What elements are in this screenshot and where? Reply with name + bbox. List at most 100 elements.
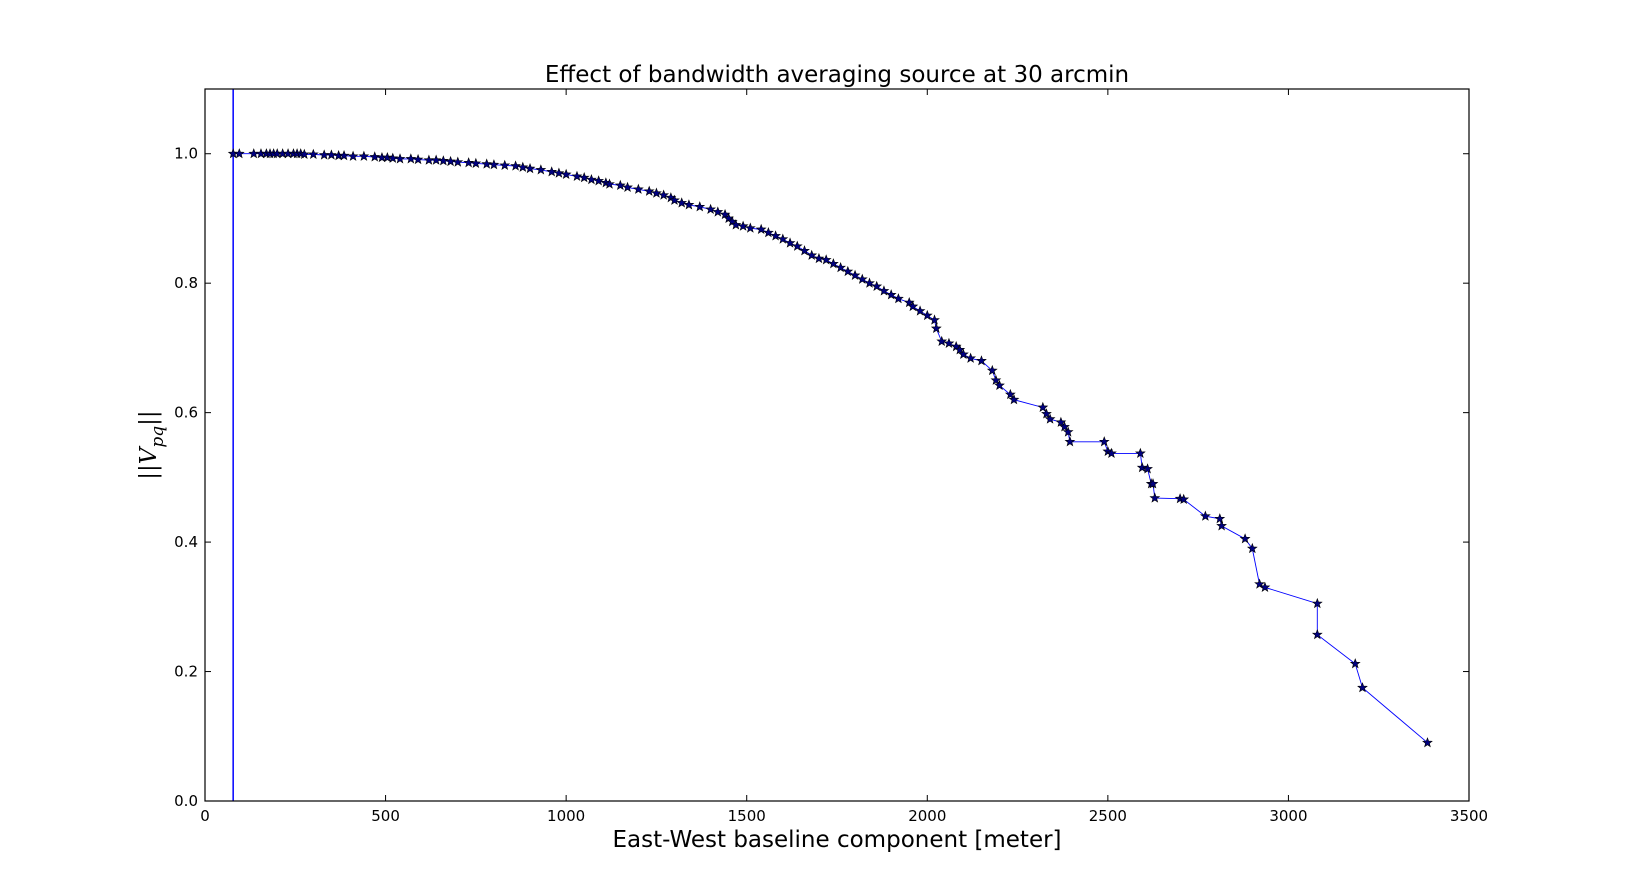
- data-point: [381, 151, 393, 163]
- data-point: [976, 355, 987, 366]
- data-point: [445, 155, 456, 167]
- plot-area: [227, 89, 1433, 801]
- data-point: [669, 194, 680, 205]
- data-point: [1178, 493, 1190, 504]
- data-point: [1044, 413, 1056, 424]
- data-point: [903, 296, 915, 308]
- data-point: [849, 269, 861, 280]
- data-point: [893, 293, 904, 304]
- data-point: [737, 220, 749, 231]
- data-point: [553, 167, 565, 178]
- data-point: [524, 162, 536, 174]
- data-point: [878, 285, 890, 296]
- data-point: [744, 222, 756, 233]
- data-point: [452, 156, 464, 167]
- data-point: [643, 185, 655, 196]
- data-point: [651, 187, 662, 198]
- data-point: [488, 159, 500, 170]
- data-point: [694, 201, 706, 212]
- data-point: [1142, 463, 1153, 474]
- data-point: [705, 203, 716, 214]
- data-point: [994, 379, 1005, 391]
- data-point: [784, 237, 796, 248]
- data-point: [578, 172, 590, 183]
- y-tick-label: 0.2: [174, 663, 198, 681]
- data-point: [719, 208, 731, 220]
- data-point: [930, 322, 942, 334]
- data-point: [298, 148, 310, 159]
- data-point: [806, 249, 818, 260]
- y-tick-label: 0.6: [174, 404, 198, 422]
- data-point: [1349, 658, 1361, 669]
- x-axis-label: East-West baseline component [meter]: [612, 827, 1061, 853]
- data-point: [470, 157, 482, 169]
- data-point: [921, 309, 933, 321]
- data-point: [593, 175, 605, 186]
- data-point: [683, 199, 695, 210]
- data-point: [535, 164, 547, 175]
- data-point: [1199, 510, 1211, 521]
- data-point: [954, 344, 966, 355]
- data-point: [658, 189, 670, 200]
- data-point: [437, 155, 449, 166]
- data-point: [1055, 416, 1067, 427]
- data-point: [885, 289, 897, 300]
- y-tick-label: 0.8: [174, 274, 198, 292]
- data-point: [856, 273, 868, 284]
- data-point: [943, 337, 955, 348]
- x-tick-label: 1000: [547, 807, 585, 825]
- axes-frame: [204, 88, 1470, 802]
- data-point: [1311, 628, 1323, 640]
- data-point: [1037, 401, 1049, 413]
- data-point: [1311, 597, 1323, 609]
- data-point: [1357, 682, 1368, 693]
- data-point: [1136, 461, 1148, 473]
- data-point: [676, 197, 688, 208]
- data-point: [1239, 533, 1251, 544]
- data-point: [560, 168, 572, 180]
- data-point: [907, 300, 919, 312]
- data-point: [604, 178, 615, 189]
- data-point: [1098, 436, 1110, 447]
- x-tick-label: 1500: [728, 807, 766, 825]
- data-point: [1041, 408, 1052, 419]
- data-point: [510, 160, 521, 171]
- data-point: [499, 159, 511, 170]
- chart-title: Effect of bandwidth averaging source at …: [545, 62, 1129, 88]
- data-point: [936, 335, 948, 347]
- y-tick-label: 0.4: [174, 533, 198, 551]
- y-axis-label: ||Vpq||: [136, 410, 168, 479]
- axis-ticks: 0 500 1000 1500 2000 2500 3000 3500 0.0 0.2 0.4 0.6…: [174, 89, 1488, 825]
- data-point: [820, 254, 832, 265]
- data-point: [614, 179, 626, 191]
- data-point: [791, 240, 803, 251]
- data-point: [1064, 436, 1076, 447]
- data-point: [1259, 581, 1271, 592]
- data-point: [770, 230, 781, 241]
- data-point: [1004, 388, 1016, 400]
- x-tick-label: 3500: [1450, 807, 1488, 825]
- data-point: [1422, 737, 1433, 748]
- x-tick-label: 500: [371, 807, 400, 825]
- data-point: [990, 374, 1002, 385]
- data-point: [958, 348, 969, 359]
- data-point: [1059, 421, 1070, 432]
- data-point: [1216, 520, 1227, 531]
- data-point: [405, 153, 417, 164]
- y-tick-label: 1.0: [174, 145, 198, 163]
- data-point: [1062, 426, 1074, 437]
- x-tick-label: 2000: [908, 807, 946, 825]
- data-point: [517, 161, 529, 172]
- data-point: [914, 305, 926, 316]
- data-point: [1246, 542, 1258, 554]
- data-point: [1214, 513, 1226, 524]
- data-point: [777, 233, 789, 244]
- data-point: [1106, 447, 1117, 458]
- data-point: [326, 149, 337, 160]
- data-point: [430, 154, 442, 165]
- data-point: [1149, 492, 1161, 503]
- data-point: [864, 277, 875, 288]
- data-point: [347, 150, 359, 161]
- data-point: [632, 183, 644, 194]
